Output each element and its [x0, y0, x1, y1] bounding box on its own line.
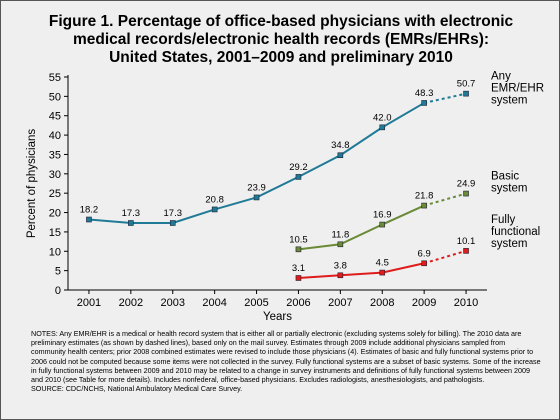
y-tick-label: 30	[49, 169, 61, 181]
data-label: 21.8	[415, 191, 434, 202]
x-tick-label: 2009	[412, 297, 436, 309]
x-tick-label: 2004	[202, 297, 226, 309]
data-point	[337, 272, 344, 279]
x-tick-label: 2010	[454, 297, 478, 309]
data-label: 34.8	[331, 140, 350, 151]
y-tick-label: 55	[49, 72, 61, 84]
data-label: 3.8	[334, 260, 347, 271]
data-point	[421, 202, 427, 209]
series-line-solid	[298, 262, 425, 279]
y-tick-label: 35	[49, 149, 61, 161]
data-label: 4.5	[376, 258, 389, 269]
data-point	[379, 221, 386, 228]
y-tick-label: 5	[55, 266, 61, 278]
title-line-1: Figure 1. Percentage of office-based phy…	[48, 13, 514, 30]
data-point	[295, 275, 302, 281]
series-line-dashed	[423, 92, 467, 104]
figure-title: Figure 1. Percentage of office-based phy…	[21, 13, 541, 67]
x-tick-label: 2006	[286, 297, 310, 309]
data-label: 50.7	[457, 79, 476, 90]
data-point	[463, 190, 469, 197]
title-line-3: United States, 2001–2009 and preliminary…	[109, 49, 453, 66]
data-label: 42.0	[373, 112, 392, 123]
data-point	[86, 216, 92, 223]
x-tick-label: 2003	[161, 297, 185, 309]
y-axis-title: Percent of physicians	[26, 129, 38, 239]
series-label: EMR/EHR	[491, 83, 544, 95]
series-lines	[88, 92, 467, 279]
series-label: Basic	[491, 171, 519, 183]
data-point	[463, 90, 469, 97]
x-tick-label: 2007	[328, 297, 352, 309]
y-tick-label: 15	[49, 227, 61, 239]
y-tick-label: 50	[49, 91, 61, 103]
data-point	[253, 194, 260, 201]
data-label: 20.8	[205, 194, 224, 205]
series-line-dashed	[423, 192, 467, 207]
data-point	[463, 248, 469, 254]
data-point	[337, 152, 344, 159]
chart-labels: 18.2 17.3 17.3 20.8 23.9 29.2 34.8 42.0 48.3 50.7…	[80, 71, 544, 274]
data-label: 23.9	[247, 182, 266, 193]
y-tick-label: 0	[55, 285, 61, 297]
data-label: 18.2	[80, 205, 99, 216]
data-point	[421, 260, 427, 267]
data-point	[211, 206, 218, 213]
y-tick-label: 45	[49, 111, 61, 123]
figure-notes: NOTES: Any EMR/EHR is a medical or healt…	[31, 329, 541, 393]
data-point	[337, 241, 344, 248]
data-label: 17.3	[122, 208, 141, 219]
data-label: 6.9	[418, 248, 431, 259]
data-label: 16.9	[373, 210, 392, 221]
data-label: 48.3	[415, 88, 434, 99]
data-label: 11.8	[331, 229, 349, 240]
y-tick-label: 25	[49, 188, 61, 200]
series-line-dashed	[423, 249, 467, 265]
y-tick-label: 10	[49, 246, 61, 258]
series-label: functional	[491, 226, 540, 238]
series-line-solid	[298, 204, 425, 251]
data-marks	[86, 90, 469, 281]
data-point	[295, 246, 302, 253]
notes-text: NOTES: Any EMR/EHR is a medical or healt…	[31, 329, 541, 385]
x-tick-label: 2008	[370, 297, 394, 309]
data-point	[169, 220, 176, 226]
x-axis-title: Years	[263, 311, 292, 323]
x-tick-label: 2001	[77, 297, 101, 309]
series-label: Any	[491, 71, 511, 83]
series-label: system	[491, 183, 527, 195]
series-label: system	[491, 95, 527, 107]
data-point	[128, 220, 134, 226]
data-label: 24.9	[457, 179, 476, 190]
chart-axes: 0 5 10 15 20 25 30 35 40 45 50 55 2001 2002 2003 2004 20…	[26, 72, 487, 323]
x-tick-label: 2005	[244, 297, 268, 309]
line-chart: 0 5 10 15 20 25 30 35 40 45 50 55 2001 2002 2003 2004 20…	[26, 71, 544, 323]
data-label: 29.2	[289, 162, 308, 173]
data-label: 10.1	[457, 236, 476, 247]
series-label: system	[491, 238, 527, 250]
source-text: SOURCE: CDC/NCHS, National Ambulatory Me…	[31, 384, 243, 394]
data-label: 3.1	[292, 263, 305, 274]
data-point	[379, 124, 386, 131]
series-label: Fully	[491, 214, 516, 226]
data-point	[379, 269, 386, 276]
y-tick-label: 20	[49, 208, 61, 220]
data-point	[421, 100, 427, 106]
y-tick-label: 40	[49, 130, 61, 142]
data-point	[295, 174, 302, 180]
title-line-2: medical records/electronic health record…	[72, 31, 490, 48]
x-tick-label: 2002	[119, 297, 143, 309]
data-label: 17.3	[164, 208, 183, 219]
data-label: 10.5	[289, 234, 308, 245]
